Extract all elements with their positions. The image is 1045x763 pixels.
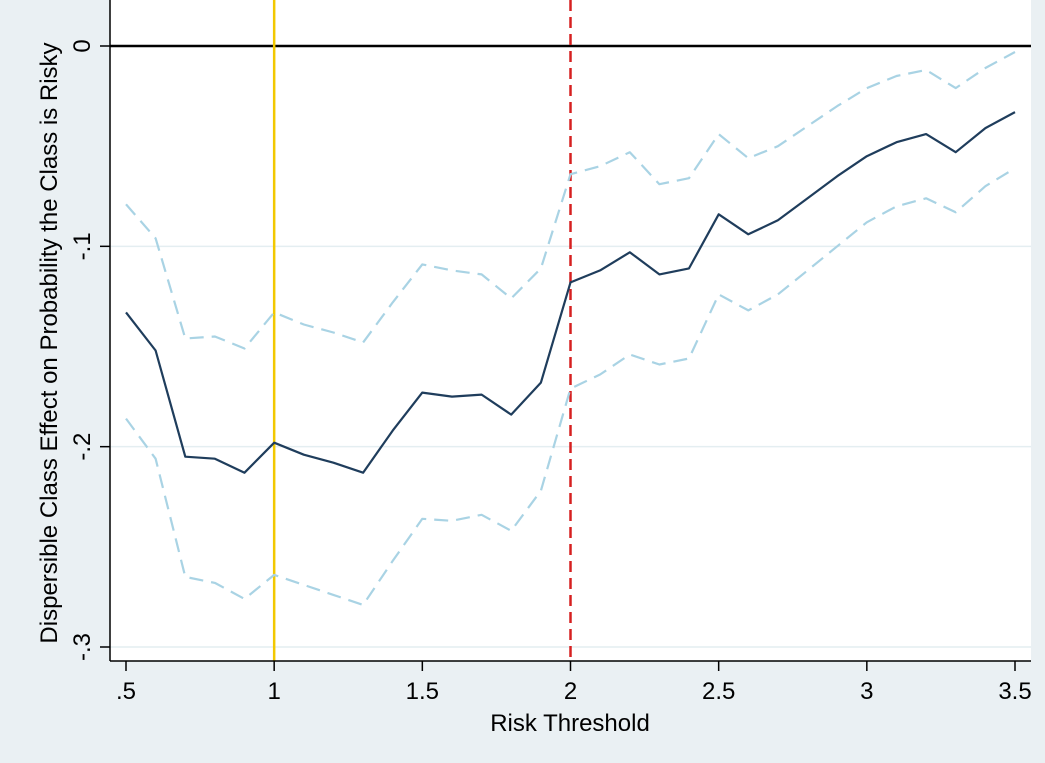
x-tick-label-1: 1 (267, 678, 280, 705)
series-line-upper-ci (125, 51, 1016, 350)
series-layer (125, 51, 1016, 607)
x-tick-label-4: 2.5 (702, 678, 735, 705)
x-tick-label-3: 2 (564, 678, 577, 705)
x-tick-label-2: 1.5 (406, 678, 439, 705)
reference-lines (110, 0, 1031, 661)
y-tick-label-2: -.2 (69, 433, 96, 461)
series-line-estimate (125, 111, 1016, 474)
y-axis-title: Dispersible Class Effect on Probability … (36, 42, 63, 643)
x-axis-title: Risk Threshold (490, 710, 650, 737)
series-line-lower-ci (125, 167, 1016, 607)
x-ticks: .5 1 1.5 2 2.5 3 3.5 (116, 661, 1032, 705)
x-tick-label-5: 3 (860, 678, 873, 705)
y-ticks: 0 -.1 -.2 -.3 (69, 39, 110, 661)
x-tick-label-0: .5 (116, 678, 136, 705)
y-tick-label-3: -.3 (69, 633, 96, 661)
y-tick-label-1: -.1 (69, 232, 96, 260)
x-tick-label-6: 3.5 (998, 678, 1031, 705)
y-tick-label-0: 0 (69, 39, 96, 52)
